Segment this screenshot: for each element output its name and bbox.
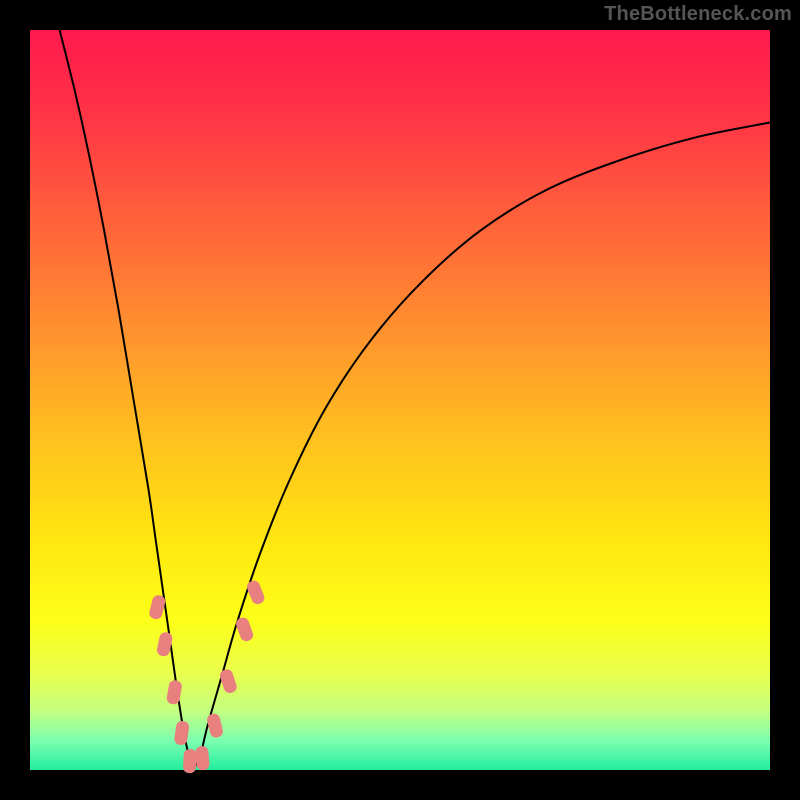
watermark-text: TheBottleneck.com	[604, 3, 792, 26]
data-marker	[195, 746, 210, 771]
bottleneck-curve-chart	[0, 0, 800, 800]
plot-background	[30, 30, 770, 770]
data-marker	[183, 749, 197, 774]
chart-container: TheBottleneck.com	[0, 0, 800, 800]
